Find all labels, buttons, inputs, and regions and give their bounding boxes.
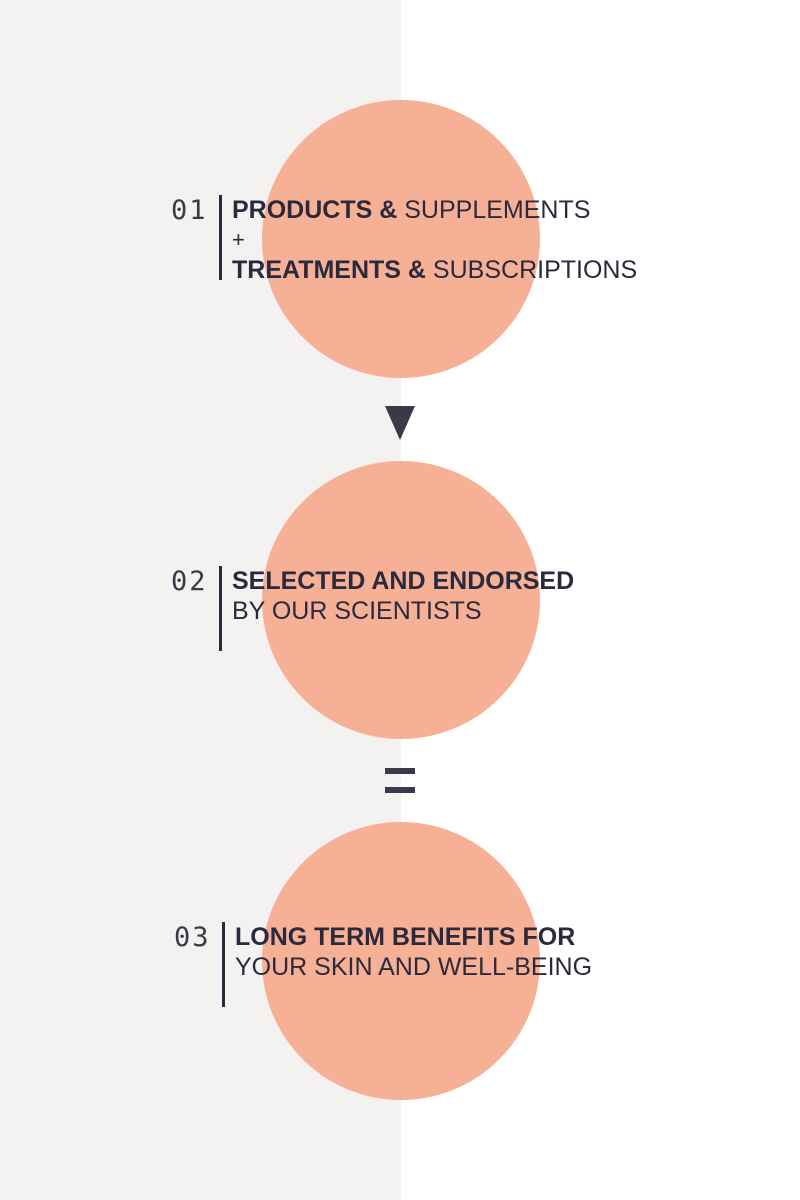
step-2-circle	[262, 461, 540, 739]
step-1-circle	[262, 100, 540, 378]
step-2: 02 SELECTED AND ENDORSED BY OUR SCIENTIS…	[171, 566, 574, 651]
step-number: 03	[174, 922, 211, 953]
step-line-light: SUPPLEMENTS	[397, 196, 591, 224]
step-number: 01	[171, 195, 208, 226]
step-line-bold: LONG TERM BENEFITS FOR	[235, 923, 576, 951]
step-text-block: PRODUCTS & SUPPLEMENTS + TREATMENTS & SU…	[219, 195, 637, 284]
down-arrow-icon	[385, 406, 415, 440]
step-text-block: SELECTED AND ENDORSED BY OUR SCIENTISTS	[219, 566, 574, 651]
step-1: 01 PRODUCTS & SUPPLEMENTS + TREATMENTS &…	[171, 195, 637, 284]
plus-sign: +	[232, 227, 245, 252]
step-text-block: LONG TERM BENEFITS FOR YOUR SKIN AND WEL…	[222, 922, 592, 1007]
step-number: 02	[171, 566, 208, 597]
step-3-circle	[262, 822, 540, 1100]
step-line-light: BY OUR SCIENTISTS	[232, 597, 482, 625]
step-line-bold: TREATMENTS &	[232, 256, 426, 284]
step-line-bold: PRODUCTS &	[232, 196, 398, 224]
step-line-light: YOUR SKIN AND WELL-BEING	[235, 953, 593, 981]
step-line: PRODUCTS & SUPPLEMENTS	[232, 195, 637, 225]
equals-bar-bottom	[385, 787, 415, 793]
step-line: TREATMENTS & SUBSCRIPTIONS	[232, 255, 637, 285]
step-3: 03 LONG TERM BENEFITS FOR YOUR SKIN AND …	[174, 922, 592, 1007]
equals-bar-top	[385, 768, 415, 774]
equals-icon	[385, 768, 415, 793]
step-line-light: SUBSCRIPTIONS	[425, 256, 638, 284]
step-line-bold: SELECTED AND ENDORSED	[232, 567, 575, 595]
